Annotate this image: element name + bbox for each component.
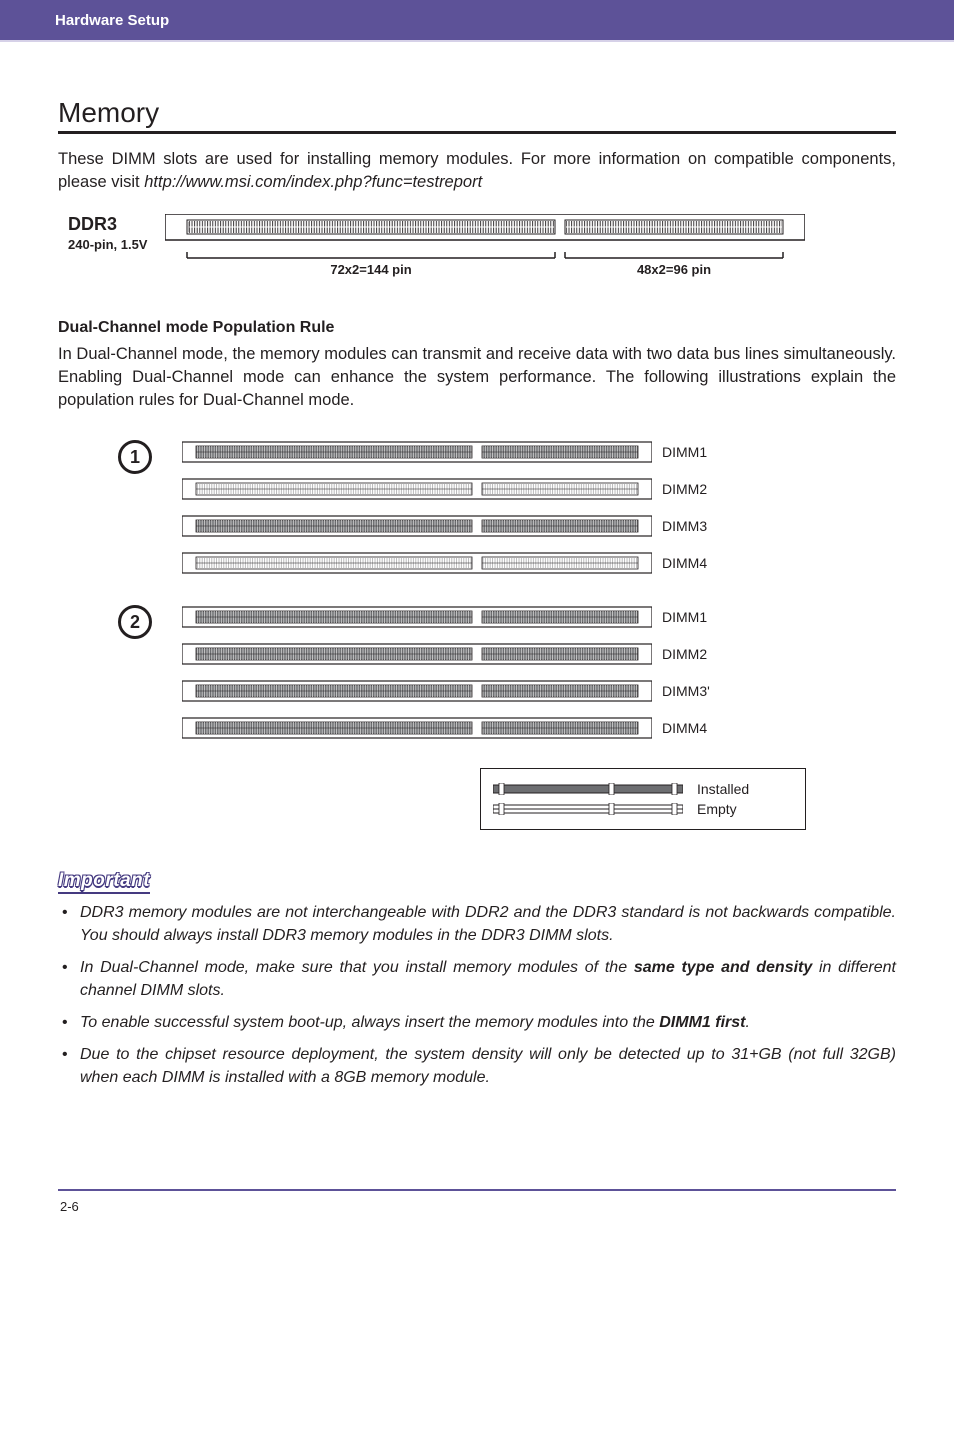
dimm-row: DIMM4 [182, 714, 710, 742]
intro-paragraph: These DIMM slots are used for installing… [58, 148, 896, 194]
dimm-group: 1 DIMM1 DIMM2 DIMM3 [118, 438, 896, 577]
header-title: Hardware Setup [55, 12, 169, 29]
page-number: 2-6 [58, 1199, 896, 1244]
svg-text:72x2=144 pin: 72x2=144 pin [331, 262, 412, 277]
dimm-label: DIMM3 [662, 518, 707, 534]
dimm-row: DIMM1 [182, 603, 710, 631]
important-note: Due to the chipset resource deployment, … [58, 1044, 896, 1089]
dimm-label: DIMM3' [662, 683, 710, 699]
dimm-row: DIMM3 [182, 512, 707, 540]
dimm-row: DIMM2 [182, 475, 707, 503]
important-note: To enable successful system boot-up, alw… [58, 1012, 896, 1034]
title-underline [58, 131, 896, 134]
dimm-label: DIMM1 [662, 444, 707, 460]
dual-text: In Dual-Channel mode, the memory modules… [58, 343, 896, 412]
ddr-line1: DDR3 [68, 214, 147, 235]
dimm-label: DIMM2 [662, 646, 707, 662]
page-header: Hardware Setup [0, 0, 954, 40]
ddr-label: DDR3 240-pin, 1.5V [68, 214, 147, 252]
section-title: Memory [58, 97, 896, 129]
content-area: Memory These DIMM slots are used for ins… [0, 42, 954, 1139]
ddr-diagram: DDR3 240-pin, 1.5V 72x2=144 p [68, 214, 896, 289]
dimm-label: DIMM2 [662, 481, 707, 497]
dimm-stack: DIMM1 DIMM2 DIMM3 DI [182, 438, 707, 577]
footer-line: 2-6 [58, 1189, 896, 1244]
group-number: 2 [118, 605, 152, 639]
important-note: DDR3 memory modules are not interchangea… [58, 902, 896, 947]
dimm-row: DIMM2 [182, 640, 710, 668]
legend-empty-icon [493, 803, 683, 815]
dimm-group: 2 DIMM1 DIMM2 DIMM3' [118, 603, 896, 742]
dimm-label: DIMM4 [662, 720, 707, 736]
dual-heading: Dual-Channel mode Population Rule [58, 319, 896, 337]
dimm-stack: DIMM1 DIMM2 DIMM3' D [182, 603, 710, 742]
dimm-row: DIMM3' [182, 677, 710, 705]
dimm-label: DIMM4 [662, 555, 707, 571]
ddr-slot-svg: 72x2=144 pin 48x2=96 pin [165, 214, 896, 289]
dimm-row: DIMM4 [182, 549, 707, 577]
legend-empty-label: Empty [697, 801, 737, 817]
dimm-row: DIMM1 [182, 438, 707, 466]
group-number: 1 [118, 440, 152, 474]
important-title: Important [58, 870, 150, 894]
intro-link: http://www.msi.com/index.php?func=testre… [144, 173, 482, 191]
legend-box: Installed Empty [480, 768, 806, 830]
legend-installed: Installed [493, 781, 793, 797]
legend-installed-label: Installed [697, 781, 749, 797]
dimm-label: DIMM1 [662, 609, 707, 625]
important-notes: DDR3 memory modules are not interchangea… [58, 902, 896, 1089]
svg-text:48x2=96 pin: 48x2=96 pin [637, 262, 711, 277]
dimm-groups: 1 DIMM1 DIMM2 DIMM3 [58, 438, 896, 742]
ddr-line2: 240-pin, 1.5V [68, 237, 147, 252]
legend-empty: Empty [493, 801, 793, 817]
important-note: In Dual-Channel mode, make sure that you… [58, 957, 896, 1002]
legend-installed-icon [493, 783, 683, 795]
